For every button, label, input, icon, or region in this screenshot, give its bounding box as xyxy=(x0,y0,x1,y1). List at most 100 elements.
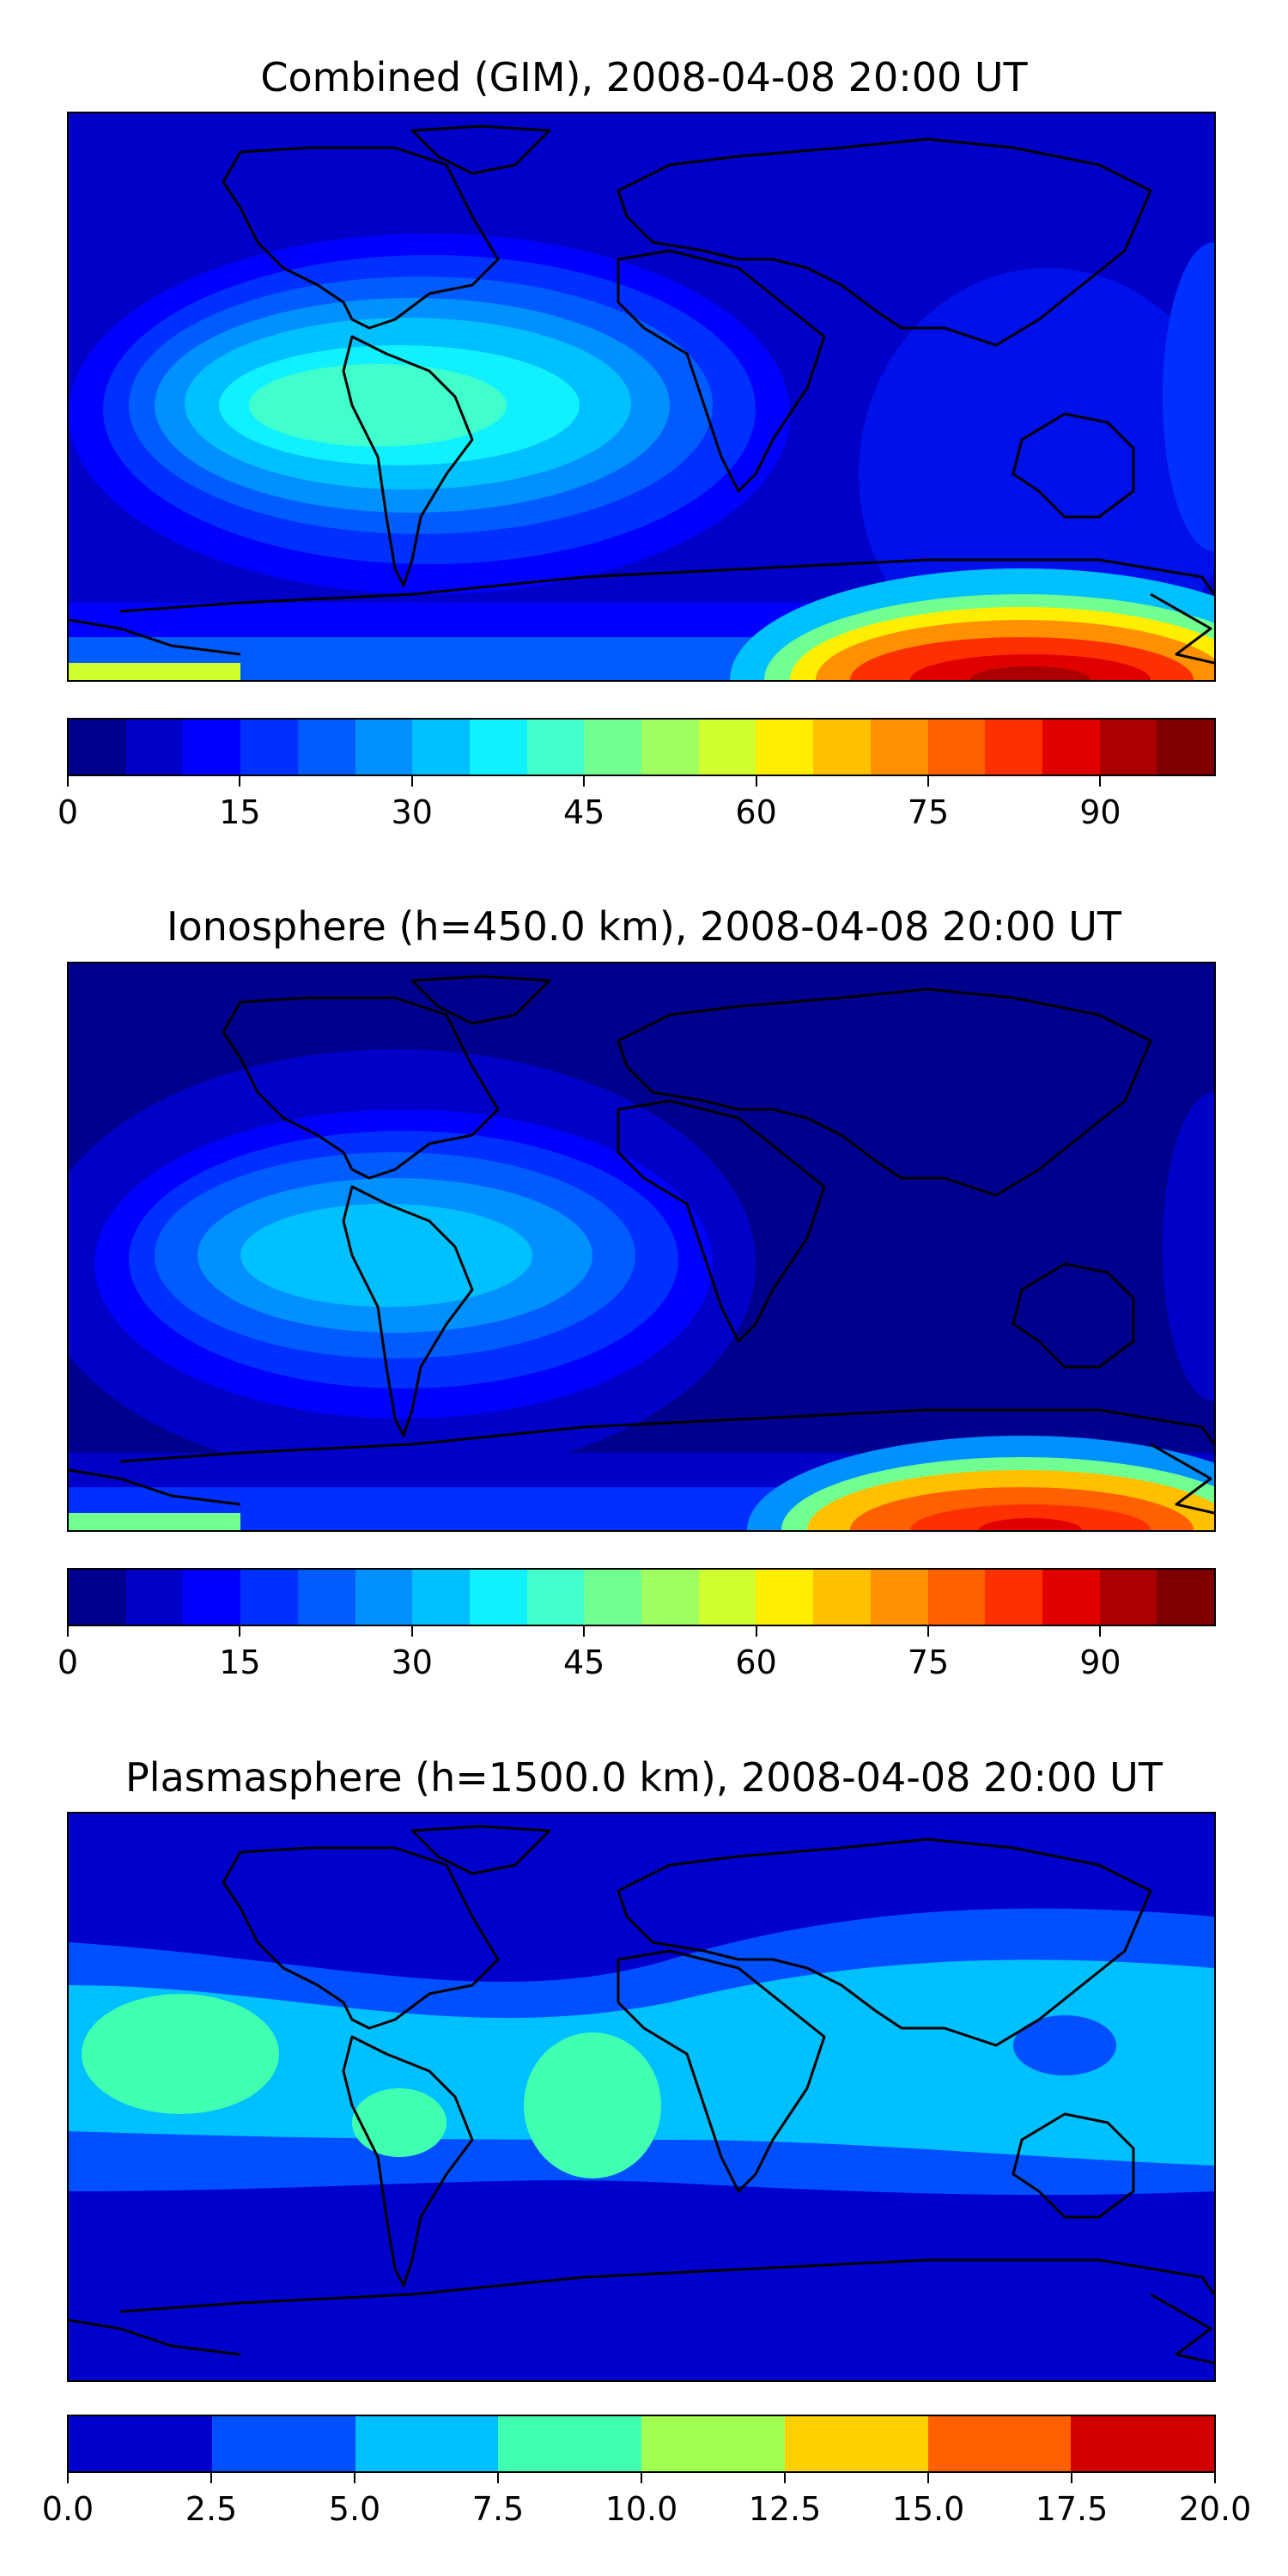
colorbar-segment xyxy=(1099,720,1157,775)
map-combined xyxy=(67,112,1216,682)
colorbar-segment xyxy=(125,1570,184,1625)
colorbar-segment xyxy=(1042,1570,1100,1625)
colorbar-segment xyxy=(870,720,928,775)
colorbar-segment xyxy=(183,720,241,775)
colorbar-tick-mark xyxy=(583,776,586,787)
colorbar-segment xyxy=(927,2416,1072,2471)
colorbar-segment xyxy=(698,720,756,775)
colorbar-segment xyxy=(927,720,986,775)
colorbar-tick-mark xyxy=(67,2473,69,2483)
colorbar-ticks-ionosphere: 0 15 30 45 60 75 90 xyxy=(58,1626,1216,1681)
colorbar-tick-mark xyxy=(1071,2473,1072,2483)
colorbar-segment xyxy=(870,1570,928,1625)
colorbar-segment xyxy=(813,720,871,775)
contour-region xyxy=(1013,2015,1116,2075)
colorbar-tick-mark xyxy=(1099,1626,1102,1637)
colorbar-tick-mark xyxy=(410,1626,413,1637)
colorbar-segment xyxy=(412,1570,470,1625)
colorbar-segment xyxy=(469,720,527,775)
colorbar-segment xyxy=(240,720,298,775)
colorbar-segment xyxy=(355,1570,413,1625)
colorbar-ionosphere xyxy=(67,1568,1216,1626)
contour-region xyxy=(352,2088,447,2157)
colorbar-tick-mark xyxy=(583,1626,586,1637)
colorbar-tick-label: 75 xyxy=(907,1643,950,1681)
colorbar-tick-mark xyxy=(927,1626,929,1637)
colorbar-tick-label: 2.5 xyxy=(185,2490,238,2528)
colorbar-segment xyxy=(355,2416,499,2471)
colorbar-segment xyxy=(584,720,642,775)
colorbar-tick-mark xyxy=(927,2473,929,2483)
contour-region xyxy=(240,1204,532,1307)
colorbar-segment xyxy=(1157,720,1215,775)
map-plasmasphere xyxy=(67,1812,1216,2382)
colorbar-tick-mark xyxy=(239,1626,241,1637)
colorbar-tick-label: 0.0 xyxy=(41,2490,94,2528)
contour-region xyxy=(1163,242,1214,551)
contour-region xyxy=(69,1513,240,1530)
colorbar-segment xyxy=(1071,2416,1214,2471)
colorbar-tick-mark xyxy=(67,776,69,787)
contour-region xyxy=(970,666,1091,680)
contour-region xyxy=(82,1994,279,2114)
colorbar-segment xyxy=(985,1570,1042,1625)
colorbar-segment xyxy=(1157,1570,1215,1625)
panel-title-plasmasphere: Plasmasphere (h=1500.0 km), 2008-04-08 2… xyxy=(125,1754,1163,1801)
contour-region xyxy=(69,663,240,680)
colorbar-tick-mark xyxy=(239,776,241,787)
colorbar-tick-mark xyxy=(1099,776,1102,787)
colorbar-tick-mark xyxy=(354,2473,355,2483)
colorbar-segment xyxy=(1099,1570,1157,1625)
colorbar-tick-mark xyxy=(641,2473,642,2483)
colorbar-segment xyxy=(641,1570,699,1625)
colorbar-tick-mark xyxy=(755,1626,757,1637)
colorbar-combined xyxy=(67,718,1216,776)
colorbar-tick-label: 17.5 xyxy=(1035,2490,1109,2528)
colorbar-segment xyxy=(183,1570,241,1625)
contour-region xyxy=(69,2337,1214,2380)
colorbar-segment xyxy=(756,720,814,775)
colorbar-tick-mark xyxy=(210,2473,212,2483)
colorbar-segment xyxy=(69,720,126,775)
colorbar-tick-label: 45 xyxy=(563,793,605,831)
colorbar-tick-label: 75 xyxy=(907,793,950,831)
colorbar-tick-label: 0 xyxy=(57,793,79,831)
colorbar-segment xyxy=(927,1570,986,1625)
map-plasmasphere-plot xyxy=(69,1814,1214,2380)
coastlines xyxy=(69,975,1214,1515)
colorbar-tick-mark xyxy=(927,776,929,787)
colorbar-tick-mark xyxy=(784,2473,786,2483)
contour-region xyxy=(979,1518,1082,1530)
colorbar-segment xyxy=(784,2416,928,2471)
coastlines xyxy=(69,1825,1214,2365)
coastlines xyxy=(69,125,1214,665)
map-ionosphere xyxy=(67,962,1216,1532)
colorbar-tick-label: 45 xyxy=(563,1643,605,1681)
contour-region xyxy=(249,364,507,447)
contour-region xyxy=(910,1504,1151,1530)
panel-title-ionosphere: Ionosphere (h=450.0 km), 2008-04-08 20:0… xyxy=(167,903,1121,950)
colorbar-segment xyxy=(469,1570,527,1625)
colorbar-segment xyxy=(641,720,699,775)
colorbar-tick-mark xyxy=(497,2473,499,2483)
colorbar-tick-label: 10.0 xyxy=(605,2490,678,2528)
colorbar-segment xyxy=(584,1570,642,1625)
colorbar-segment xyxy=(813,1570,871,1625)
colorbar-tick-mark xyxy=(755,776,757,787)
colorbar-segment xyxy=(211,2416,355,2471)
colorbar-tick-label: 60 xyxy=(735,1643,777,1681)
colorbar-segment xyxy=(985,720,1042,775)
colorbar-ticks-plasmasphere: 0.0 2.5 5.0 7.5 10.0 12.5 15.0 17.5 20.0 xyxy=(42,2473,1251,2528)
colorbar-ticks-combined: 0 15 30 45 60 75 90 xyxy=(58,776,1216,831)
map-ionosphere-plot xyxy=(69,963,1214,1530)
colorbar-tick-label: 7.5 xyxy=(471,2490,525,2528)
colorbar-tick-label: 60 xyxy=(735,793,777,831)
colorbar-segment xyxy=(69,2416,212,2471)
colorbar-tick-mark xyxy=(67,1626,69,1637)
colorbar-segment xyxy=(297,720,355,775)
map-combined-plot xyxy=(69,113,1214,680)
colorbar-tick-label: 90 xyxy=(1079,793,1121,831)
colorbar-segment xyxy=(698,1570,756,1625)
colorbar-tick-label: 15 xyxy=(219,1643,261,1681)
